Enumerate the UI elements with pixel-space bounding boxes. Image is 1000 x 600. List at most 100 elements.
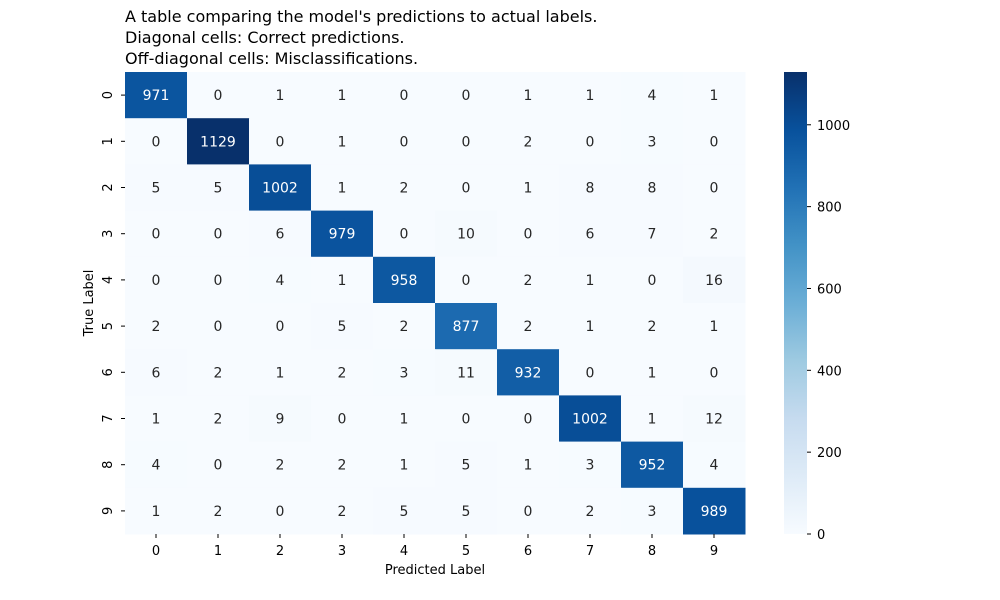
heatmap-cell	[311, 118, 374, 165]
heatmap-cell	[311, 164, 374, 212]
heatmap-cell	[497, 210, 560, 258]
heatmap-cell	[559, 118, 622, 165]
heatmap-cell	[435, 487, 498, 535]
cell-value-label: 1	[524, 181, 533, 197]
x-tick-label: 7	[586, 544, 594, 559]
heatmap-cell	[125, 441, 188, 489]
heatmap-cell	[311, 72, 374, 119]
cell-value-label: 0	[276, 134, 285, 150]
cell-value-label: 2	[214, 365, 223, 381]
heatmap-cell	[373, 118, 436, 165]
cell-value-label: 1	[710, 88, 719, 104]
heatmap-cell	[621, 256, 684, 304]
cell-value-label: 1	[338, 181, 347, 197]
cell-value-label: 6	[586, 227, 595, 243]
x-tick-label: 5	[462, 544, 470, 559]
heatmap-cell	[435, 210, 498, 258]
y-tick-label: 8	[101, 461, 116, 469]
cell-value-label: 2	[648, 319, 657, 335]
cell-value-label: 0	[400, 88, 409, 104]
heatmap-cell	[559, 303, 622, 350]
cell-value-label: 1	[338, 134, 347, 150]
cell-value-label: 3	[400, 365, 409, 381]
chart-title-line-1: A table comparing the model's prediction…	[125, 7, 598, 26]
cell-value-label: 0	[462, 273, 471, 289]
heatmap-cell	[249, 349, 312, 396]
cell-value-label: 0	[400, 134, 409, 150]
heatmap-cell	[373, 487, 436, 535]
heatmap-cells: 971 0 1 1 0 0 1 1 4 10 1129 0 1 0 0 2 0 3 05 5 1002 1 2 0 1 8 8 00 0…	[125, 72, 746, 535]
y-axis-label: True Label	[82, 270, 97, 338]
cell-value-label: 11	[457, 365, 475, 381]
heatmap-cell	[497, 395, 560, 443]
colorbar-tick-label: 800	[817, 201, 842, 216]
heatmap-cell	[187, 72, 250, 119]
cell-value-label: 877	[453, 319, 480, 335]
heatmap-cell	[249, 210, 312, 258]
cell-value-label: 6	[276, 227, 285, 243]
cell-value-label: 9	[276, 412, 285, 428]
cell-value-label: 0	[152, 227, 161, 243]
cell-value-label: 0	[524, 504, 533, 520]
heatmap-cell	[373, 395, 436, 443]
heatmap-cell	[249, 72, 312, 119]
heatmap-cell	[683, 441, 746, 489]
cell-value-label: 12	[705, 412, 723, 428]
x-tick-label: 1	[214, 544, 222, 559]
cell-value-label: 0	[462, 88, 471, 104]
cell-value-label: 0	[710, 365, 719, 381]
heatmap-cell	[435, 441, 498, 489]
cell-value-label: 1	[648, 412, 657, 428]
y-axis-ticks: 0 1 2 3 4 5 6 7 8 9	[101, 91, 125, 515]
cell-value-label: 1	[586, 319, 595, 335]
cell-value-label: 0	[276, 504, 285, 520]
heatmap-cell	[621, 118, 684, 165]
x-tick-label: 0	[152, 544, 160, 559]
cell-value-label: 5	[338, 319, 347, 335]
cell-value-label: 1	[586, 273, 595, 289]
cell-value-label: 1	[400, 412, 409, 428]
heatmap-cell	[187, 395, 250, 443]
cell-value-label: 0	[338, 412, 347, 428]
x-tick-label: 9	[710, 544, 718, 559]
heatmap-cell	[125, 395, 188, 443]
heatmap-cell	[249, 395, 312, 443]
heatmap-cell	[249, 487, 312, 535]
heatmap-cell	[683, 164, 746, 212]
cell-value-label: 2	[710, 227, 719, 243]
chart-title-line-2: Diagonal cells: Correct predictions.	[125, 28, 405, 47]
heatmap-cell	[559, 487, 622, 535]
cell-value-label: 1	[586, 88, 595, 104]
cell-value-label: 8	[648, 181, 657, 197]
cell-value-label: 0	[524, 227, 533, 243]
cell-value-label: 0	[462, 181, 471, 197]
y-tick-label: 1	[101, 137, 116, 145]
cell-value-label: 0	[710, 134, 719, 150]
heatmap-cell	[125, 118, 188, 165]
chart-title-line-3: Off-diagonal cells: Misclassifications.	[125, 49, 419, 68]
cell-value-label: 4	[648, 88, 657, 104]
heatmap-cell	[249, 303, 312, 350]
cell-value-label: 4	[276, 273, 285, 289]
heatmap-cell	[683, 118, 746, 165]
cell-value-label: 2	[586, 504, 595, 520]
cell-value-label: 0	[152, 134, 161, 150]
cell-value-label: 979	[329, 227, 356, 243]
cell-value-label: 5	[214, 181, 223, 197]
heatmap-cell	[311, 349, 374, 396]
cell-value-label: 16	[705, 273, 723, 289]
cell-value-label: 1	[338, 88, 347, 104]
heatmap-cell	[435, 164, 498, 212]
heatmap-cell	[373, 303, 436, 350]
heatmap-cell	[621, 349, 684, 396]
heatmap-cell	[187, 303, 250, 350]
cell-value-label: 1002	[262, 181, 298, 197]
heatmap-cell	[559, 256, 622, 304]
heatmap-cell	[435, 349, 498, 396]
y-tick-label: 7	[101, 414, 116, 422]
cell-value-label: 3	[586, 458, 595, 474]
heatmap-cell	[125, 164, 188, 212]
heatmap-cell	[497, 72, 560, 119]
heatmap-cell	[125, 349, 188, 396]
